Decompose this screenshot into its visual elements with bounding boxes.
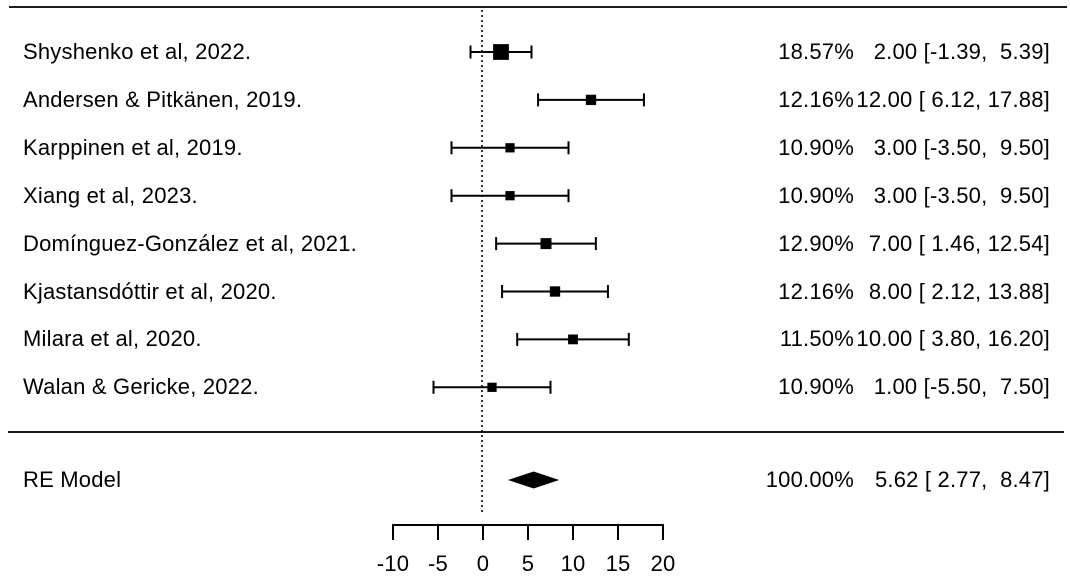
axis-tick-label: 5 [521,551,535,576]
weight-value: 10.90% [778,374,854,400]
axis-tick-label: 15 [605,551,631,576]
study-label: Milara et al, 2020. [23,326,202,352]
study-label: Domínguez-González et al, 2021. [23,230,357,256]
study-label: Andersen & Pitkänen, 2019. [23,86,303,112]
summary-diamond [507,471,560,489]
estimate-value: 8.00 [ 2.12, 13.88] [868,278,1050,304]
weight-value: 10.90% [778,134,854,160]
axis-tick-label: -10 [376,551,410,576]
study-label: Shyshenko et al, 2022. [23,39,252,64]
summary-separator-rule [8,431,1064,433]
estimate-value: 3.00 [-3.50, 9.50] [873,182,1050,208]
point-estimate-square [568,334,578,345]
study-label: Karppinen et al, 2019. [23,134,243,160]
weight-value: 11.50% [779,326,854,352]
estimate-value: 10.00 [ 3.80, 16.20] [856,326,1050,352]
point-estimate-square [505,191,515,201]
weight-value: 10.90% [778,182,854,208]
estimate-value: 12.00 [ 6.12, 17.88] [856,86,1050,112]
point-estimate-square [505,143,515,153]
summary-weight-value: 100.00% [765,467,854,492]
axis-tick-label: 0 [476,551,490,576]
estimate-value: 7.00 [ 1.46, 12.54] [868,230,1050,256]
estimate-value: 3.00 [-3.50, 9.50] [873,134,1050,160]
axis-tick-label: 10 [560,551,586,576]
study-label: Kjastansdóttir et al, 2020. [23,278,277,304]
study-label: Walan & Gericke, 2022. [23,374,259,400]
point-estimate-square [487,382,497,392]
study-label: Xiang et al, 2023. [23,182,198,208]
weight-value: 12.16% [778,86,854,112]
point-estimate-square [585,94,597,106]
point-estimate-square [549,286,561,297]
weight-value: 12.16% [778,278,854,304]
axis-tick-label: -5 [428,551,448,576]
top-rule [9,6,1067,8]
estimate-value: 2.00 [-1.39, 5.39] [873,39,1050,64]
point-estimate-square [540,238,552,250]
summary-label: RE Model [23,467,122,492]
point-estimate-square [493,44,509,60]
summary-estimate-value: 5.62 [ 2.77, 8.47] [874,467,1050,492]
weight-value: 12.90% [778,230,854,256]
axis-tick-label: 20 [650,551,676,576]
estimate-value: 1.00 [-5.50, 7.50] [873,374,1050,400]
weight-value: 18.57% [778,39,854,64]
